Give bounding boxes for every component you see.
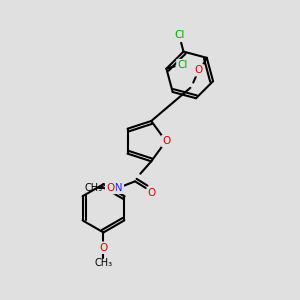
Text: Cl: Cl <box>175 30 185 40</box>
Text: HN: HN <box>107 183 123 193</box>
Text: O: O <box>148 188 156 198</box>
Text: CH₃: CH₃ <box>85 183 103 193</box>
Text: O: O <box>194 65 203 75</box>
Text: O: O <box>162 136 171 146</box>
Text: CH₃: CH₃ <box>94 258 112 268</box>
Text: O: O <box>106 183 114 193</box>
Text: Cl: Cl <box>177 60 188 70</box>
Text: O: O <box>99 243 108 253</box>
